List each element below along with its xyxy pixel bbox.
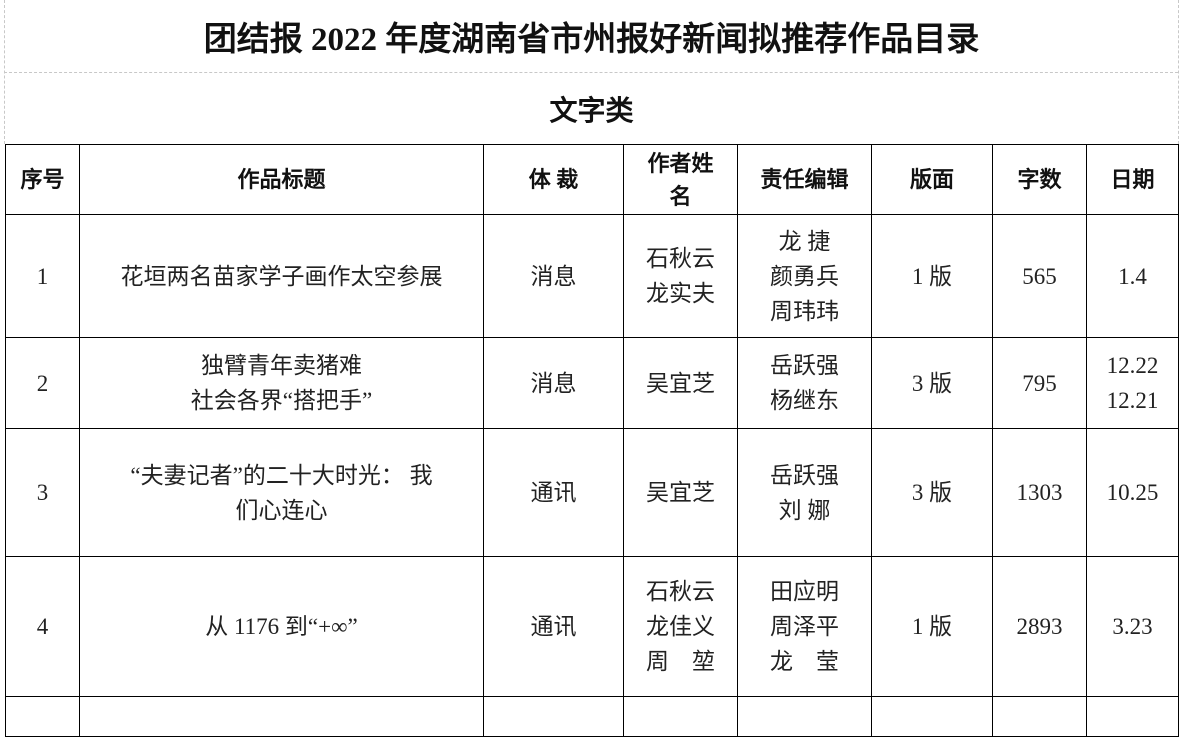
cell-date: 12.22 12.21: [1086, 337, 1179, 429]
cell-editors: 岳跃强 刘 娜: [737, 428, 872, 557]
gridline: [4, 72, 1178, 73]
cell-no: 4: [5, 556, 80, 697]
cell-genre: 通讯: [483, 428, 624, 557]
cell-page: 1 版: [871, 214, 993, 338]
cell-title: 从 1176 到“+∞”: [79, 556, 484, 697]
cell-editors: 岳跃强 杨继东: [737, 337, 872, 429]
col-header-authors: 作者姓名: [623, 144, 738, 215]
cell-date: 3.23: [1086, 556, 1179, 697]
table-row: 3 “夫妻记者”的二十大时光： 我 们心连心 通讯 吴宜芝 岳跃强 刘 娜 3 …: [5, 428, 1179, 557]
cell-words: 565: [992, 214, 1087, 338]
cell-date: 1.4: [1086, 214, 1179, 338]
col-header-title: 作品标题: [79, 144, 484, 215]
cell-title: “夫妻记者”的二十大时光： 我 们心连心: [79, 428, 484, 557]
cell-no: 1: [5, 214, 80, 338]
col-header-no: 序号: [5, 144, 80, 215]
cell-title: 独臂青年卖猪难 社会各界“搭把手”: [79, 337, 484, 429]
cell-genre: 消息: [483, 337, 624, 429]
cell-page: 3 版: [871, 428, 993, 557]
header-row: 序号 作品标题 体 裁 作者姓名 责任编辑 版面 字数 日期: [5, 144, 1179, 215]
col-header-page: 版面: [871, 144, 993, 215]
cell-genre: 消息: [483, 214, 624, 338]
cell-authors: 吴宜芝: [623, 337, 738, 429]
cell-editors: 田应明 周泽平 龙 莹: [737, 556, 872, 697]
col-header-editors: 责任编辑: [737, 144, 872, 215]
col-header-words: 字数: [992, 144, 1087, 215]
cell-title: 花垣两名苗家学子画作太空参展: [79, 214, 484, 338]
gridline: [1178, 0, 1179, 144]
table-row: 2 独臂青年卖猪难 社会各界“搭把手” 消息 吴宜芝 岳跃强 杨继东 3 版 7…: [5, 337, 1179, 429]
cell-words: 2893: [992, 556, 1087, 697]
table-row: 1 花垣两名苗家学子画作太空参展 消息 石秋云 龙实夫 龙 捷 颜勇兵 周玮玮 …: [5, 214, 1179, 338]
cell-page: 3 版: [871, 337, 993, 429]
category-heading: 文字类: [549, 95, 634, 127]
cell-date: 10.25: [1086, 428, 1179, 557]
cell-authors: 吴宜芝: [623, 428, 738, 557]
cell-page: 1 版: [871, 556, 993, 697]
cell-authors: 石秋云 龙佳义 周 堃: [623, 556, 738, 697]
table-row: 4 从 1176 到“+∞” 通讯 石秋云 龙佳义 周 堃 田应明 周泽平 龙 …: [5, 556, 1179, 697]
cell-editors: 龙 捷 颜勇兵 周玮玮: [737, 214, 872, 338]
cell-words: 1303: [992, 428, 1087, 557]
cell-genre: 通讯: [483, 556, 624, 697]
cell-no: 2: [5, 337, 80, 429]
document-title: 团结报 2022 年度湖南省市州报好新闻拟推荐作品目录: [203, 22, 980, 58]
works-table: 序号 作品标题 体 裁 作者姓名 责任编辑 版面 字数 日期 1 花垣两名苗家学…: [5, 144, 1179, 737]
cell-authors: 石秋云 龙实夫: [623, 214, 738, 338]
col-header-genre: 体 裁: [483, 144, 624, 215]
cell-no: 3: [5, 428, 80, 557]
cell-words: 795: [992, 337, 1087, 429]
col-header-date: 日期: [1086, 144, 1179, 215]
